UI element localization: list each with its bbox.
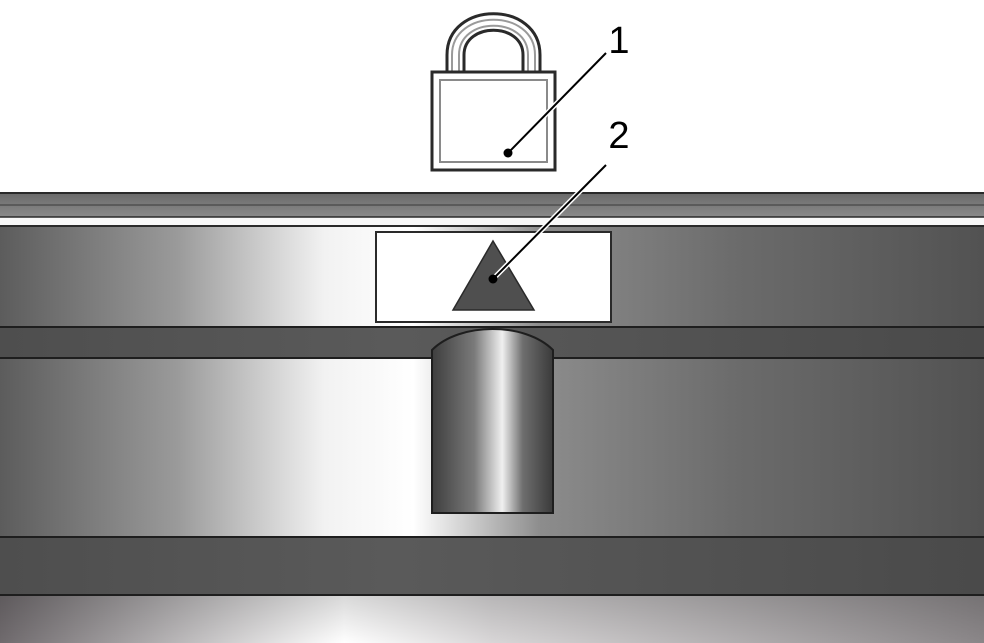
housing-top-edge (0, 192, 984, 227)
housing-lower-band (0, 538, 984, 596)
callout-1-number: 1 (608, 20, 629, 62)
callout-2-number: 2 (608, 115, 629, 157)
slider-knob (431, 328, 554, 514)
callout-1: 1 (503, 20, 630, 158)
housing-base (0, 596, 984, 643)
lock-icon (430, 12, 557, 172)
callout-2: 2 (488, 115, 630, 284)
